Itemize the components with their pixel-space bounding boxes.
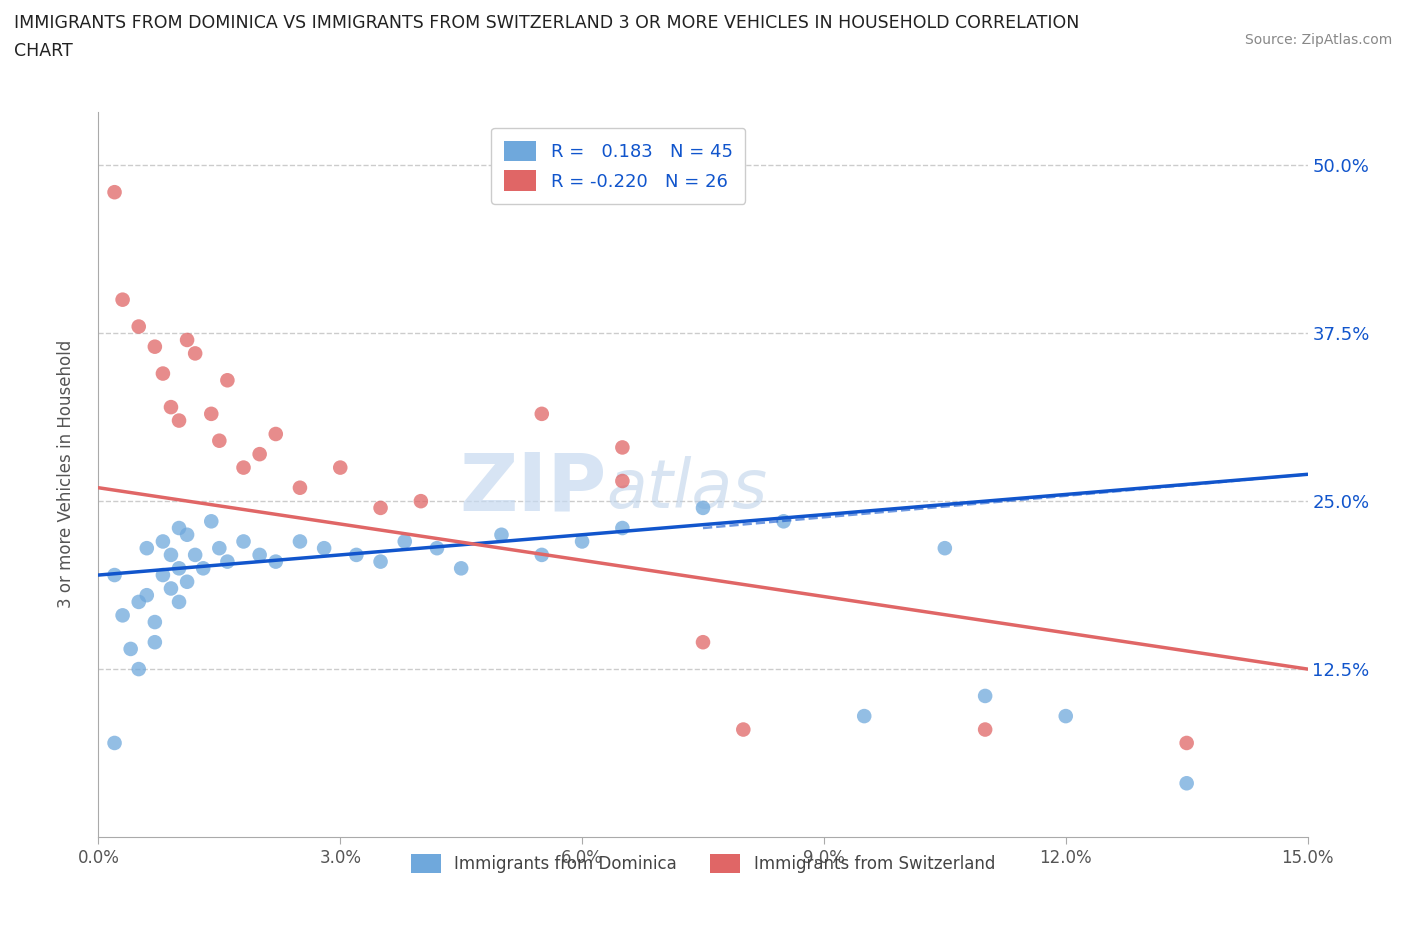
Point	[103, 736, 125, 751]
Point	[176, 575, 198, 590]
Point	[288, 534, 311, 549]
Point	[208, 540, 231, 555]
Point	[612, 473, 634, 488]
Point	[128, 594, 150, 609]
Point	[370, 500, 392, 515]
Point	[249, 446, 271, 461]
Point	[974, 688, 997, 703]
Point	[143, 615, 166, 630]
Point	[111, 608, 134, 623]
Point	[530, 548, 553, 563]
Point	[394, 534, 416, 549]
Point	[200, 406, 222, 421]
Point	[160, 548, 183, 563]
Point	[853, 709, 876, 724]
Point	[160, 581, 183, 596]
Point	[692, 500, 714, 515]
Y-axis label: 3 or more Vehicles in Household: 3 or more Vehicles in Household	[56, 340, 75, 608]
Point	[974, 722, 997, 737]
Point	[370, 554, 392, 569]
Point	[176, 527, 198, 542]
Point	[152, 366, 174, 381]
Text: Source: ZipAtlas.com: Source: ZipAtlas.com	[1244, 33, 1392, 46]
Point	[1175, 776, 1198, 790]
Point	[409, 494, 432, 509]
Text: atlas: atlas	[606, 456, 768, 522]
Point	[208, 433, 231, 448]
Point	[1175, 736, 1198, 751]
Point	[217, 554, 239, 569]
Point	[167, 561, 190, 576]
Point	[217, 373, 239, 388]
Point	[176, 333, 198, 348]
Point	[612, 521, 634, 536]
Point	[103, 567, 125, 582]
Point	[167, 521, 190, 536]
Point	[264, 427, 287, 442]
Point	[344, 548, 367, 563]
Point	[143, 635, 166, 650]
Point	[1054, 709, 1077, 724]
Point	[103, 185, 125, 200]
Point	[426, 540, 449, 555]
Point	[120, 642, 142, 657]
Point	[571, 534, 593, 549]
Point	[128, 319, 150, 334]
Legend: Immigrants from Dominica, Immigrants from Switzerland: Immigrants from Dominica, Immigrants fro…	[405, 847, 1001, 880]
Point	[530, 406, 553, 421]
Point	[184, 548, 207, 563]
Point	[200, 514, 222, 529]
Point	[612, 440, 634, 455]
Point	[167, 594, 190, 609]
Point	[135, 540, 157, 555]
Point	[934, 540, 956, 555]
Point	[143, 339, 166, 354]
Point	[733, 722, 755, 737]
Point	[111, 292, 134, 307]
Point	[772, 514, 794, 529]
Point	[152, 534, 174, 549]
Text: ZIP: ZIP	[458, 450, 606, 528]
Point	[249, 548, 271, 563]
Point	[491, 527, 513, 542]
Point	[184, 346, 207, 361]
Text: IMMIGRANTS FROM DOMINICA VS IMMIGRANTS FROM SWITZERLAND 3 OR MORE VEHICLES IN HO: IMMIGRANTS FROM DOMINICA VS IMMIGRANTS F…	[14, 14, 1080, 32]
Point	[193, 561, 215, 576]
Point	[128, 661, 150, 676]
Point	[232, 460, 254, 475]
Point	[692, 635, 714, 650]
Point	[288, 480, 311, 495]
Point	[314, 540, 336, 555]
Point	[152, 567, 174, 582]
Point	[450, 561, 472, 576]
Point	[232, 534, 254, 549]
Text: CHART: CHART	[14, 42, 73, 60]
Point	[167, 413, 190, 428]
Point	[135, 588, 157, 603]
Point	[329, 460, 352, 475]
Point	[264, 554, 287, 569]
Point	[160, 400, 183, 415]
